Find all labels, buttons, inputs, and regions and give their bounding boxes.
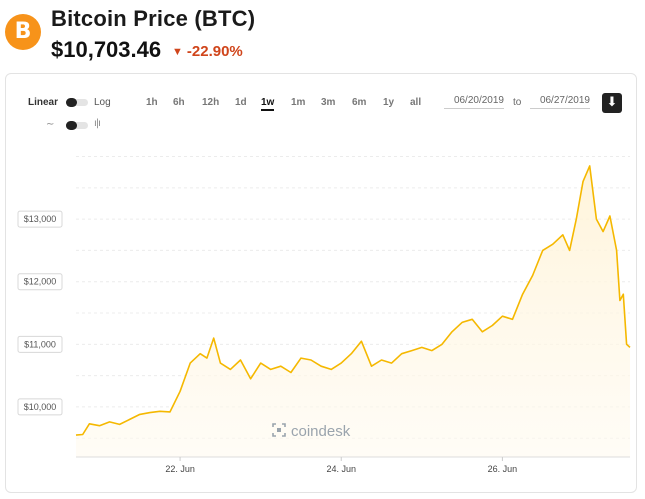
date-from-input[interactable]: 06/20/2019 <box>444 95 504 109</box>
chart-type-toggle[interactable] <box>66 121 88 130</box>
log-scale-label[interactable]: Log <box>94 97 111 108</box>
scale-toggle[interactable] <box>66 98 88 107</box>
range-1y[interactable]: 1y <box>383 97 395 108</box>
range-1h[interactable]: 1h <box>146 97 158 108</box>
y-tick-box <box>17 210 63 228</box>
y-tick-label: $11,000 <box>24 339 56 349</box>
page-title: Bitcoin Price (BTC) <box>51 6 256 31</box>
line-chart-icon[interactable]: ∼ <box>46 119 55 130</box>
range-12h[interactable]: 12h <box>202 97 220 108</box>
range-1d[interactable]: 1d <box>235 97 247 108</box>
y-tick: $13,000 <box>17 210 63 228</box>
price-change-value: -22.90% <box>186 43 243 60</box>
linear-scale-label[interactable]: Linear <box>28 97 59 108</box>
range-3m[interactable]: 3m <box>321 97 336 108</box>
watermark-text: coindesk <box>291 423 351 440</box>
chart-type-toggle-knob <box>66 121 77 130</box>
range-1m[interactable]: 1m <box>291 97 306 108</box>
range-all[interactable]: all <box>410 97 422 108</box>
coindesk-logo-icon <box>272 423 286 437</box>
price-header: B Bitcoin Price (BTC) $10,703.46 ▼ -22.90… <box>0 0 645 70</box>
download-button[interactable]: ⬇ <box>602 93 622 113</box>
download-icon: ⬇ <box>606 95 618 110</box>
y-tick-box <box>17 335 63 353</box>
y-axis: $10,000 $11,000 $12,000 $13,000 <box>17 210 63 416</box>
date-to-input[interactable]: 06/27/2019 <box>530 95 590 109</box>
current-price: $10,703.46 <box>51 37 162 62</box>
range-6h[interactable]: 6h <box>173 97 185 108</box>
bitcoin-logo-icon: B <box>5 14 41 50</box>
x-axis: 22. Jun 24. Jun 26. Jun <box>76 456 630 474</box>
y-tick: $12,000 <box>17 273 63 291</box>
date-range-to-label: to <box>513 97 522 108</box>
y-tick-label: $10,000 <box>24 402 57 412</box>
chart-toolbar: Linear Log ∼ ı|ı 1h 6h 12h 1d 1w 1m 3m 6… <box>6 74 636 134</box>
chart-panel: Linear Log ∼ ı|ı 1h 6h 12h 1d 1w 1m 3m 6… <box>5 73 637 493</box>
coindesk-watermark: coindesk <box>272 423 351 440</box>
y-tick-label: $13,000 <box>24 214 57 224</box>
range-6m[interactable]: 6m <box>352 97 367 108</box>
y-tick: $11,000 <box>17 335 63 353</box>
x-tick-label: 24. Jun <box>326 464 356 474</box>
candlestick-icon[interactable]: ı|ı <box>94 118 101 129</box>
price-chart[interactable]: $10,000 $11,000 $12,000 $13,000 22. Jun 24. … <box>6 74 636 492</box>
range-1w[interactable]: 1w <box>261 97 275 111</box>
y-tick-label: $12,000 <box>24 277 57 287</box>
x-tick-label: 26. Jun <box>488 464 518 474</box>
scale-toggle-knob <box>66 98 77 107</box>
y-tick-box <box>17 398 63 416</box>
y-tick: $10,000 <box>17 398 63 416</box>
price-area-fill <box>76 165 630 457</box>
down-arrow-icon: ▼ <box>172 46 183 58</box>
price-series-line <box>75 165 631 436</box>
price-change: ▼ -22.90% <box>172 43 243 60</box>
y-tick-box <box>17 273 63 291</box>
x-tick-label: 22. Jun <box>165 464 195 474</box>
